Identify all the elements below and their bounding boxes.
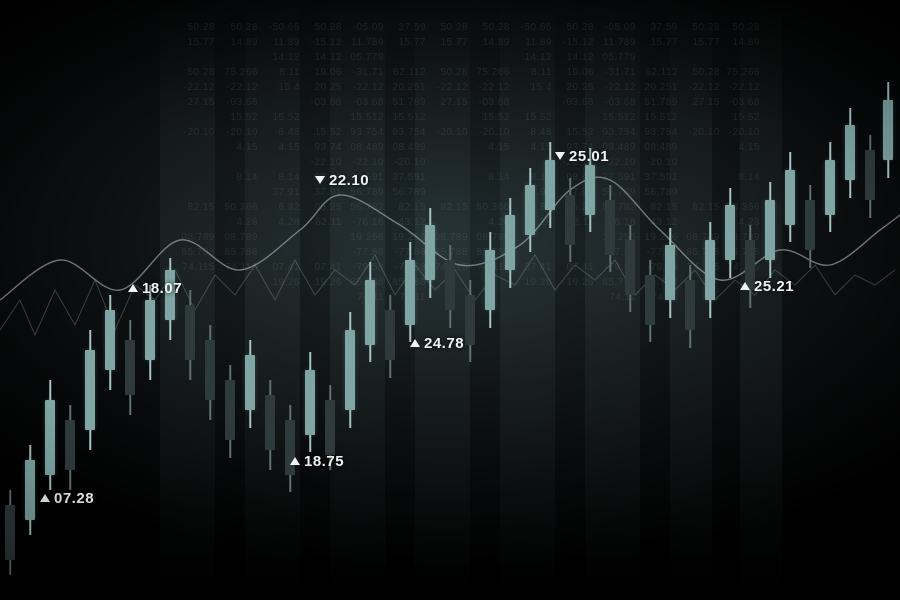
candle-body-down bbox=[65, 420, 75, 470]
candle-body-up bbox=[25, 460, 35, 520]
candle bbox=[725, 0, 735, 600]
candle bbox=[165, 0, 175, 600]
candle-body-down bbox=[685, 280, 695, 330]
candle-body-up bbox=[105, 310, 115, 370]
candle bbox=[485, 0, 495, 600]
candle bbox=[665, 0, 675, 600]
candle bbox=[765, 0, 775, 600]
candle-body-down bbox=[285, 420, 295, 475]
candle bbox=[745, 0, 755, 600]
candle-body-up bbox=[305, 370, 315, 435]
candle bbox=[205, 0, 215, 600]
candle bbox=[685, 0, 695, 600]
candle-body-down bbox=[265, 395, 275, 450]
candle bbox=[805, 0, 815, 600]
candle-body-up bbox=[145, 300, 155, 360]
candle bbox=[605, 0, 615, 600]
candle bbox=[145, 0, 155, 600]
candle bbox=[185, 0, 195, 600]
candlestick-chart: 50.28 15.77 50.28 -22.12 27.15 -20.10 82… bbox=[0, 0, 900, 600]
candle-body-up bbox=[365, 280, 375, 345]
candle bbox=[585, 0, 595, 600]
candle-body-up bbox=[525, 185, 535, 235]
candle bbox=[845, 0, 855, 600]
candle-body-down bbox=[185, 305, 195, 360]
candle bbox=[65, 0, 75, 600]
candle bbox=[245, 0, 255, 600]
candle-body-up bbox=[345, 330, 355, 410]
triangle-down-icon bbox=[315, 176, 325, 184]
candle bbox=[225, 0, 235, 600]
candle bbox=[365, 0, 375, 600]
candle-body-down bbox=[625, 240, 635, 295]
candle bbox=[705, 0, 715, 600]
candle bbox=[105, 0, 115, 600]
triangle-down-icon bbox=[555, 152, 565, 160]
candle-body-up bbox=[785, 170, 795, 225]
candle-body-down bbox=[205, 340, 215, 400]
candle bbox=[625, 0, 635, 600]
candle bbox=[5, 0, 15, 600]
bg-column bbox=[415, 0, 470, 600]
candle-body-down bbox=[605, 200, 615, 255]
candle-body-up bbox=[765, 200, 775, 260]
candle-body-down bbox=[865, 150, 875, 200]
candle-body-down bbox=[125, 340, 135, 395]
candle bbox=[45, 0, 55, 600]
candle-body-up bbox=[425, 225, 435, 280]
candle-body-up bbox=[545, 160, 555, 210]
candle-body-up bbox=[883, 100, 893, 160]
candle-body-up bbox=[165, 270, 175, 320]
candle-body-up bbox=[245, 355, 255, 410]
candle bbox=[85, 0, 95, 600]
candle bbox=[645, 0, 655, 600]
candle bbox=[25, 0, 35, 600]
candle-body-down bbox=[225, 380, 235, 440]
candle bbox=[883, 0, 893, 600]
candle-body-up bbox=[665, 245, 675, 300]
candle bbox=[305, 0, 315, 600]
candle bbox=[405, 0, 415, 600]
candle-body-up bbox=[405, 260, 415, 325]
candle-body-up bbox=[705, 240, 715, 300]
candle-body-up bbox=[825, 160, 835, 215]
candle-body-up bbox=[725, 205, 735, 260]
candle-body-up bbox=[485, 250, 495, 310]
candle bbox=[425, 0, 435, 600]
bg-column bbox=[330, 0, 385, 600]
candle bbox=[345, 0, 355, 600]
candle bbox=[565, 0, 575, 600]
candle bbox=[325, 0, 335, 600]
candle bbox=[445, 0, 455, 600]
candle-body-down bbox=[645, 275, 655, 325]
candle bbox=[545, 0, 555, 600]
candle bbox=[465, 0, 475, 600]
candle bbox=[385, 0, 395, 600]
candle bbox=[785, 0, 795, 600]
candle-body-down bbox=[745, 240, 755, 290]
candle-body-down bbox=[565, 195, 575, 245]
candle-body-down bbox=[5, 505, 15, 560]
candle-body-down bbox=[445, 260, 455, 310]
candle bbox=[865, 0, 875, 600]
candle-body-down bbox=[465, 295, 475, 345]
candle-body-down bbox=[325, 400, 335, 455]
candle-body-up bbox=[85, 350, 95, 430]
candle bbox=[265, 0, 275, 600]
candle-body-up bbox=[45, 400, 55, 475]
candle bbox=[505, 0, 515, 600]
candle-body-up bbox=[845, 125, 855, 180]
candle bbox=[285, 0, 295, 600]
candle-body-down bbox=[385, 310, 395, 360]
candle bbox=[825, 0, 835, 600]
candle bbox=[125, 0, 135, 600]
candle-body-down bbox=[805, 200, 815, 250]
candle bbox=[525, 0, 535, 600]
candle-body-up bbox=[505, 215, 515, 270]
candle-body-up bbox=[585, 165, 595, 215]
